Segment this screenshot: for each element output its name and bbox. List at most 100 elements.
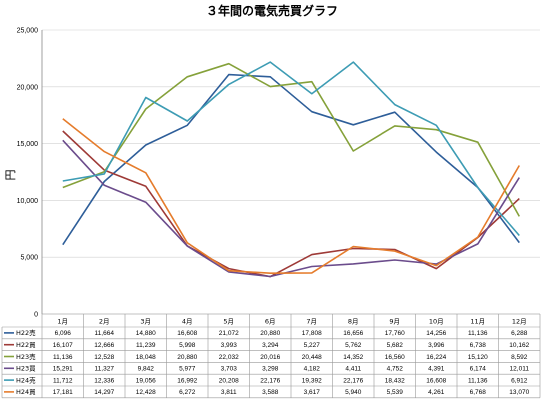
legend-label: H22買 [16,341,36,349]
legend-label: H23買 [16,365,36,373]
y-axis-ticks: 0 5,000 10,000 15,000 20,000 25,000 [17,28,39,319]
data-label: 22,176 [343,377,363,384]
x-tick-label: 4月 [182,318,193,326]
data-label: 16,224 [426,354,446,361]
data-label: 17,181 [53,389,73,396]
data-label: 18,048 [136,354,156,361]
data-label: 3,294 [262,342,279,349]
data-label: 13,070 [509,389,529,396]
data-label: 3,703 [221,366,238,373]
data-label: 18,432 [385,377,405,384]
data-label: 20,880 [177,354,197,361]
data-label: 21,072 [219,330,239,337]
data-label: 5,977 [179,366,196,373]
x-tick-label: 9月 [389,318,400,326]
x-tick-label: 5月 [223,318,234,326]
data-label: 11,239 [136,342,156,349]
x-tick-label: 10月 [429,318,444,326]
data-label: 15,120 [468,354,488,361]
data-label: 19,056 [136,377,156,384]
gridlines [41,29,540,315]
data-label: 12,428 [136,389,156,396]
data-label: 14,880 [136,330,156,337]
series-line-H24売 [62,61,520,237]
data-label: 4,261 [428,389,445,396]
data-label: 16,608 [426,377,446,384]
data-label: 3,993 [221,342,238,349]
x-tick-label: 12月 [512,318,527,326]
legend-label: H22売 [16,328,36,337]
data-label: 8,592 [511,354,528,361]
data-label: 4,752 [387,366,404,373]
data-label: 16,992 [177,377,197,384]
data-label: 5,762 [345,342,362,349]
data-label: 22,176 [260,377,280,384]
x-tick-label: 11月 [470,318,485,326]
data-label: 14,256 [426,330,446,337]
legend-label: H24売 [16,375,36,384]
data-label: 12,336 [94,377,114,384]
x-tick-label: 3月 [140,318,151,326]
data-label: 6,272 [179,389,196,396]
y-tick-label: 25,000 [17,28,39,35]
y-tick-label: 5,000 [20,255,38,262]
data-label: 6,288 [511,330,528,337]
data-label: 12,011 [510,366,530,373]
data-label: 9,842 [138,366,155,373]
y-tick-label: 15,000 [17,141,39,148]
data-label: 5,227 [304,342,321,349]
data-label: 5,539 [387,389,404,396]
data-label: 6,912 [511,377,528,384]
series-line-H22買 [62,130,520,278]
x-tick-label: 2月 [99,318,110,326]
series-lines [62,61,520,278]
x-tick-label: 6月 [265,318,276,326]
chart-title: ３年間の電気売買グラフ [206,3,338,18]
data-label: 11,136 [468,330,488,337]
data-label: 10,162 [509,342,529,349]
data-table: 1月 2月 3月 4月 5月 6月 7月 8月 9月 10月 11月 12月 H22売 6,096 11,6… [1,313,541,399]
data-label: 11,136 [53,354,73,361]
data-label: 3,298 [262,366,279,373]
data-label: 11,712 [53,377,73,384]
data-label: 11,136 [468,377,488,384]
data-label: 4,411 [345,366,361,373]
data-label: 3,811 [221,389,237,396]
data-label: 20,016 [260,354,280,361]
data-label: 5,682 [387,342,404,349]
data-label: 20,208 [219,377,239,384]
data-label: 5,940 [345,389,362,396]
data-label: 14,352 [343,354,363,361]
data-label: 6,738 [470,342,487,349]
data-label: 22,032 [219,354,239,361]
legend-label: H23売 [16,352,36,361]
y-tick-label: 20,000 [17,84,39,91]
data-label: 12,528 [94,354,114,361]
data-label: 20,880 [260,330,280,337]
data-label: 11,664 [95,330,115,337]
x-tick-label: 8月 [348,318,359,326]
data-label: 5,998 [179,342,196,349]
data-label: 3,588 [262,389,279,396]
x-tick-label: 7月 [306,318,317,326]
data-label: 16,656 [343,330,363,337]
data-label: 16,560 [385,354,405,361]
series-line-H23売 [62,62,520,217]
data-label: 6,096 [55,330,72,337]
data-label: 16,107 [53,342,73,349]
data-label: 15,291 [53,366,73,373]
legend-label: H24買 [16,388,36,396]
series-line-H22売 [62,73,520,246]
data-label: 17,808 [302,330,322,337]
data-label: 16,608 [177,330,197,337]
y-axis-label: 円 [4,170,17,181]
data-label: 4,391 [428,366,445,373]
data-label: 20,448 [302,354,322,361]
data-label: 17,760 [385,330,405,337]
data-label: 6,174 [470,366,487,373]
data-label: 6,768 [470,389,487,396]
data-label: 14,297 [94,389,114,396]
data-label: 19,392 [302,377,322,384]
data-label: 3,996 [428,342,445,349]
